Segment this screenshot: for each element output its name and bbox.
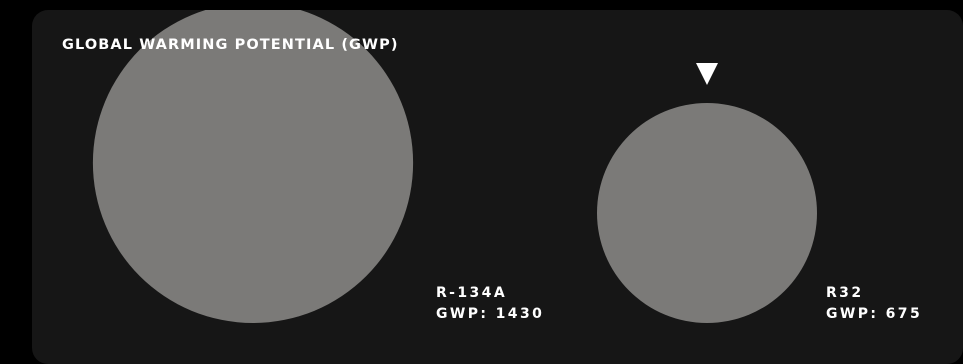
bubble-r134a <box>92 10 414 323</box>
bubble-r32 <box>597 103 817 323</box>
series-name-r134a: R-134A <box>436 285 508 301</box>
bubble-chart <box>92 10 817 323</box>
series-label-r32: R32 GWP: 675 <box>826 283 922 325</box>
series-gwp-r32: GWP: 675 <box>826 306 923 322</box>
chart-title: GLOBAL WARMING POTENTIAL (GWP) <box>62 37 399 53</box>
series-label-r134a: R-134A GWP: 1430 <box>436 283 544 325</box>
triangle-down-icon <box>696 63 718 85</box>
chart-panel: GLOBAL WARMING POTENTIAL (GWP) R-134A GW… <box>32 10 963 364</box>
series-name-r32: R32 <box>826 285 864 301</box>
series-gwp-r134a: GWP: 1430 <box>436 306 545 322</box>
